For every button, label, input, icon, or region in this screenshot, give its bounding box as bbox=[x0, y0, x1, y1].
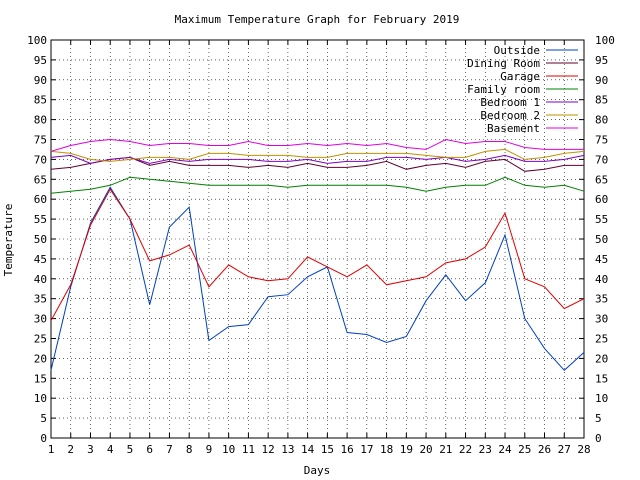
y-tick-label-right: 30 bbox=[595, 313, 608, 326]
y-tick-label-left: 50 bbox=[34, 233, 47, 246]
x-tick-label: 26 bbox=[538, 443, 551, 456]
y-tick-label-left: 85 bbox=[34, 94, 47, 107]
x-tick-label: 2 bbox=[67, 443, 74, 456]
y-tick-label-right: 70 bbox=[595, 153, 608, 166]
y-tick-label-left: 75 bbox=[34, 134, 47, 147]
y-tick-label-left: 45 bbox=[34, 253, 47, 266]
x-tick-label: 25 bbox=[518, 443, 531, 456]
x-axis-label: Days bbox=[304, 464, 331, 477]
y-tick-label-right: 65 bbox=[595, 173, 608, 186]
x-tick-label: 5 bbox=[127, 443, 134, 456]
y-tick-label-left: 35 bbox=[34, 293, 47, 306]
y-tick-label-left: 95 bbox=[34, 54, 47, 67]
x-tick-label: 28 bbox=[577, 443, 590, 456]
y-tick-label-left: 60 bbox=[34, 193, 47, 206]
legend-label-outside: Outside bbox=[494, 44, 540, 57]
y-tick-label-left: 15 bbox=[34, 372, 47, 385]
y-tick-label-left: 90 bbox=[34, 74, 47, 87]
y-tick-label-right: 45 bbox=[595, 253, 608, 266]
y-tick-label-right: 80 bbox=[595, 114, 608, 127]
y-tick-label-left: 20 bbox=[34, 352, 47, 365]
y-tick-label-right: 60 bbox=[595, 193, 608, 206]
y-tick-label-left: 25 bbox=[34, 333, 47, 346]
x-tick-label: 13 bbox=[281, 443, 294, 456]
x-tick-label: 1 bbox=[48, 443, 55, 456]
x-tick-label: 10 bbox=[222, 443, 235, 456]
y-tick-label-right: 5 bbox=[595, 412, 602, 425]
x-tick-label: 4 bbox=[107, 443, 114, 456]
y-tick-label-left: 100 bbox=[27, 34, 47, 47]
y-tick-label-right: 55 bbox=[595, 213, 608, 226]
series-line-basement bbox=[50, 138, 584, 152]
chart-title: Maximum Temperature Graph for February 2… bbox=[175, 13, 460, 26]
y-tick-label-left: 65 bbox=[34, 173, 47, 186]
y-tick-label-left: 80 bbox=[34, 114, 47, 127]
legend-label-garage: Garage bbox=[500, 70, 540, 83]
y-tick-label-right: 0 bbox=[595, 432, 602, 445]
x-tick-label: 15 bbox=[321, 443, 334, 456]
x-tick-label: 11 bbox=[242, 443, 255, 456]
series-line-garage bbox=[50, 188, 585, 321]
x-tick-label: 21 bbox=[439, 443, 452, 456]
series-line-outside bbox=[50, 186, 585, 372]
y-tick-label-right: 10 bbox=[595, 392, 608, 405]
y-tick-label-left: 30 bbox=[34, 313, 47, 326]
x-tick-label: 23 bbox=[479, 443, 492, 456]
y-tick-label-right: 15 bbox=[595, 372, 608, 385]
y-tick-label-left: 40 bbox=[34, 273, 47, 286]
x-tick-label: 24 bbox=[498, 443, 512, 456]
y-tick-label-right: 100 bbox=[595, 34, 615, 47]
y-tick-label-left: 70 bbox=[34, 153, 47, 166]
legend-label-family-room: Family room bbox=[467, 83, 540, 96]
y-tick-label-left: 10 bbox=[34, 392, 47, 405]
y-tick-label-left: 5 bbox=[40, 412, 47, 425]
x-tick-label: 7 bbox=[166, 443, 173, 456]
x-tick-label: 12 bbox=[262, 443, 275, 456]
x-tick-label: 17 bbox=[360, 443, 373, 456]
y-tick-label-right: 40 bbox=[595, 273, 608, 286]
y-tick-label-right: 50 bbox=[595, 233, 608, 246]
y-tick-label-left: 0 bbox=[40, 432, 47, 445]
legend-label-bedroom-1: Bedroom 1 bbox=[480, 96, 540, 109]
x-tick-label: 14 bbox=[301, 443, 315, 456]
y-tick-label-right: 95 bbox=[595, 54, 608, 67]
x-tick-label: 22 bbox=[459, 443, 472, 456]
x-tick-label: 6 bbox=[146, 443, 153, 456]
x-tick-label: 9 bbox=[206, 443, 213, 456]
series-line-bedroom-1 bbox=[50, 154, 585, 164]
x-tick-label: 8 bbox=[186, 443, 193, 456]
series-line-dining-room bbox=[50, 156, 584, 172]
x-tick-label: 3 bbox=[87, 443, 94, 456]
y-tick-label-right: 85 bbox=[595, 94, 608, 107]
x-tick-label: 19 bbox=[400, 443, 413, 456]
y-tick-label-right: 35 bbox=[595, 293, 608, 306]
legend-label-dining-room: Dining Room bbox=[467, 57, 540, 70]
legend-label-bedroom-2: Bedroom 2 bbox=[480, 109, 540, 122]
y-axis-label: Temperature bbox=[2, 204, 15, 277]
grid-layer bbox=[51, 40, 584, 438]
series-line-bedroom-2 bbox=[50, 148, 585, 162]
x-tick-label: 18 bbox=[380, 443, 393, 456]
x-tick-label: 27 bbox=[558, 443, 571, 456]
y-tick-label-right: 75 bbox=[595, 134, 608, 147]
legend-label-basement: Basement bbox=[487, 122, 540, 135]
y-tick-label-right: 25 bbox=[595, 333, 608, 346]
x-tick-label: 20 bbox=[419, 443, 432, 456]
y-tick-label-right: 20 bbox=[595, 352, 608, 365]
y-tick-label-right: 90 bbox=[595, 74, 608, 87]
x-tick-label: 16 bbox=[340, 443, 353, 456]
y-tick-label-left: 55 bbox=[34, 213, 47, 226]
series-line-family-room bbox=[50, 176, 585, 194]
series-layer bbox=[50, 138, 585, 372]
